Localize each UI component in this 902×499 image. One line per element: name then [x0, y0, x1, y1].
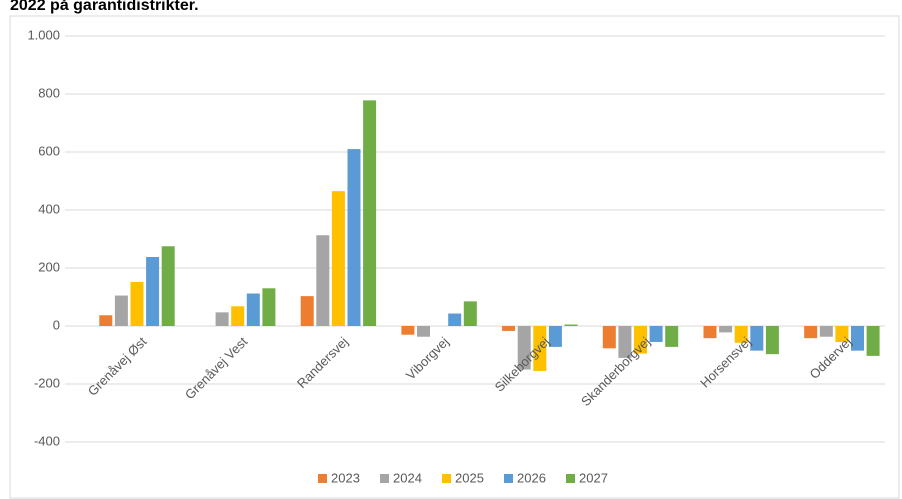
- legend-label: 2023: [331, 470, 360, 485]
- y-tick-label: 600: [38, 143, 60, 158]
- bar: [719, 326, 733, 333]
- bar: [161, 246, 175, 326]
- bar: [835, 326, 849, 342]
- chart-title: 2022 på garantidistrikter.: [10, 0, 199, 14]
- bar: [401, 326, 415, 335]
- y-tick-label: 800: [38, 85, 60, 100]
- y-tick-label: 400: [38, 201, 60, 216]
- bar: [517, 326, 531, 370]
- y-tick-label: 200: [38, 259, 60, 274]
- bar: [146, 256, 160, 326]
- y-tick-label: 0: [53, 317, 60, 332]
- legend-swatch: [318, 474, 327, 483]
- legend-label: 2024: [393, 470, 422, 485]
- legend-swatch: [380, 474, 389, 483]
- bar: [703, 326, 717, 339]
- bar: [804, 326, 818, 339]
- legend-label: 2025: [455, 470, 484, 485]
- y-tick-label: -200: [34, 375, 60, 390]
- bar: [347, 149, 361, 326]
- bar: [448, 313, 462, 326]
- bar: [649, 326, 663, 342]
- bar: [99, 315, 113, 326]
- bar: [231, 306, 245, 326]
- y-tick-label: 1.000: [27, 27, 60, 42]
- bar: [463, 301, 477, 326]
- y-tick-label: -400: [34, 433, 60, 448]
- legend-swatch: [442, 474, 451, 483]
- bar: [750, 326, 764, 351]
- legend-label: 2026: [517, 470, 546, 485]
- bar: [548, 326, 562, 347]
- bar: [502, 326, 516, 331]
- bar: [417, 326, 430, 337]
- legend-label: 2027: [579, 470, 608, 485]
- bar: [851, 326, 864, 351]
- bar: [602, 326, 616, 349]
- bar: [564, 324, 578, 326]
- bar: [363, 100, 377, 326]
- bar: [618, 326, 632, 358]
- bar: [765, 326, 779, 355]
- bar: [734, 326, 748, 343]
- bar: [665, 326, 679, 347]
- legend-swatch: [566, 474, 575, 483]
- bar: [819, 326, 833, 337]
- bar: [331, 191, 345, 326]
- bar: [262, 288, 276, 326]
- chart-border: [9, 15, 900, 499]
- bar: [316, 235, 330, 326]
- bar: [300, 296, 314, 326]
- bar: [215, 312, 229, 326]
- legend-swatch: [504, 474, 513, 483]
- bar: [533, 326, 547, 371]
- bar: [130, 281, 144, 326]
- bar: [634, 326, 647, 354]
- bar: [114, 295, 128, 326]
- bar: [246, 293, 260, 326]
- bar: [866, 326, 880, 356]
